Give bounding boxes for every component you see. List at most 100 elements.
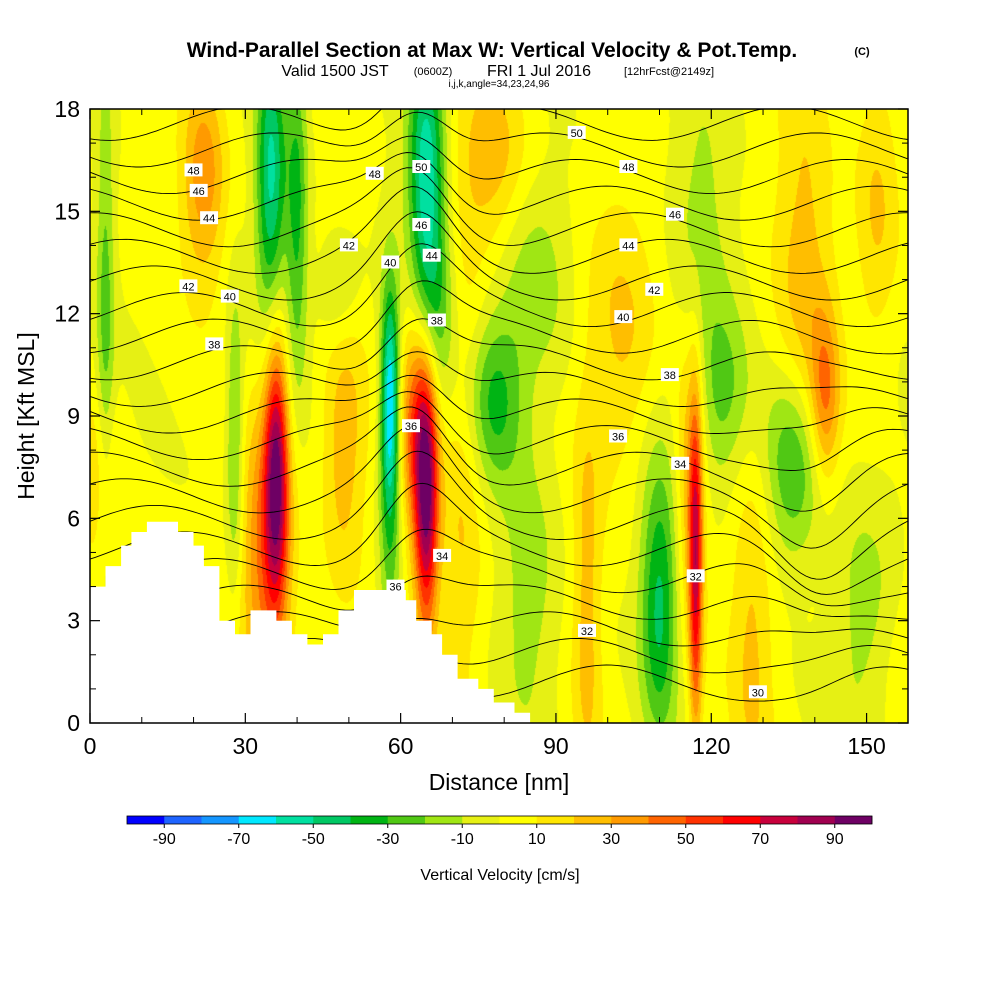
- y-tick-label: 0: [67, 710, 80, 736]
- theta-contour: [89, 152, 909, 221]
- colorbar-swatch: [164, 816, 202, 824]
- svg-text:38: 38: [664, 370, 676, 382]
- svg-text:50: 50: [571, 128, 583, 140]
- colorbar-tick-label: -10: [451, 831, 474, 848]
- colorbar-swatch: [313, 816, 351, 824]
- colorbar-tick-label: -50: [302, 831, 325, 848]
- vertical-velocity-field: [90, 109, 908, 723]
- svg-text:50: 50: [415, 162, 427, 174]
- y-tick-label: 12: [54, 301, 80, 327]
- contour-label: 40: [220, 289, 239, 304]
- contour-label: 36: [402, 419, 420, 433]
- svg-text:40: 40: [224, 292, 236, 304]
- contour-label: 44: [200, 211, 219, 225]
- colorbar-swatch: [611, 816, 649, 824]
- title-copyright-mark: (C): [854, 46, 870, 58]
- svg-text:32: 32: [581, 626, 593, 638]
- x-tick-label: 150: [847, 733, 885, 759]
- colorbar-tick-label: 30: [602, 831, 620, 848]
- colorbar-label: Vertical Velocity [cm/s]: [420, 867, 579, 884]
- colorbar-tick-label: -70: [227, 831, 250, 848]
- contour-label: 46: [189, 183, 208, 198]
- x-axis-label: Distance [nm]: [429, 769, 570, 795]
- contour-label: 38: [660, 368, 679, 382]
- svg-text:36: 36: [389, 582, 401, 594]
- theta-contour: [89, 167, 909, 248]
- colorbar-swatch: [499, 816, 538, 824]
- colorbar-swatch: [536, 816, 575, 824]
- contour-label: 42: [645, 282, 664, 297]
- x-tick-label: 30: [233, 733, 259, 759]
- y-axis-label: Height [Kft MSL]: [13, 332, 39, 499]
- theta-contour: [89, 374, 909, 434]
- theta-contour: [89, 425, 909, 549]
- colorbar-swatch: [350, 816, 389, 824]
- svg-text:42: 42: [182, 281, 194, 293]
- colorbar-swatch: [276, 816, 314, 824]
- x-axis: 0 30 60 90 120 150: [84, 109, 886, 759]
- colorbar-tick-label: -30: [376, 831, 399, 848]
- contour-label: 40: [381, 255, 400, 270]
- theta-contour: [90, 406, 909, 512]
- x-tick-label: 60: [388, 733, 414, 759]
- x-tick-label: 90: [543, 733, 569, 759]
- contour-label: 34: [671, 456, 690, 471]
- colorbar-tick-label: 70: [751, 831, 769, 848]
- svg-text:30: 30: [752, 687, 764, 699]
- contour-labels: 48 46 44 42 40 38 48 42 40 50 46 44 38 36 34 36 50 48 46 44…: [179, 125, 767, 699]
- contour-label: 50: [567, 125, 586, 140]
- svg-text:44: 44: [426, 251, 438, 263]
- colorbar-swatch: [685, 816, 724, 824]
- colorbar-swatch: [834, 816, 873, 824]
- svg-text:40: 40: [617, 312, 629, 324]
- theta-contour: [89, 575, 909, 620]
- theta-contour: [89, 135, 909, 195]
- contour-label: 32: [578, 623, 596, 638]
- svg-text:40: 40: [384, 258, 396, 270]
- colorbar-swatch: [425, 816, 463, 824]
- svg-text:48: 48: [369, 169, 381, 181]
- svg-text:44: 44: [203, 213, 215, 225]
- valid-date: FRI 1 Jul 2016: [487, 63, 591, 80]
- contour-label: 48: [619, 160, 638, 174]
- contour-label: 30: [748, 685, 767, 699]
- svg-text:46: 46: [669, 210, 681, 222]
- colorbar-tick-label: 90: [826, 831, 844, 848]
- svg-text:32: 32: [690, 571, 702, 583]
- contour-label: 42: [339, 238, 358, 252]
- colorbar-swatch: [574, 816, 612, 824]
- theta-contour: [89, 111, 909, 168]
- y-tick-label: 3: [67, 608, 80, 634]
- y-tick-label: 18: [54, 96, 80, 122]
- contour-label: 36: [386, 579, 405, 594]
- plot-area: 48 46 44 42 40 38 48 42 40 50 46 44 38 36 34 36 50 48 46 44…: [89, 108, 909, 724]
- theta-contour: [89, 528, 909, 607]
- contour-label: 44: [422, 248, 441, 263]
- svg-text:46: 46: [193, 186, 205, 198]
- contour-label: 36: [609, 429, 628, 444]
- colorbar-tick-label: 10: [528, 831, 546, 848]
- theta-contour: [89, 391, 909, 471]
- theta-contour: [89, 186, 909, 274]
- colorbar-tick-label: 50: [677, 831, 695, 848]
- terrain-mask: [90, 521, 531, 723]
- colorbar-swatch: [797, 816, 836, 824]
- x-tick-label: 0: [84, 733, 97, 759]
- svg-text:42: 42: [343, 240, 355, 252]
- theta-contour: [89, 351, 909, 407]
- svg-text:36: 36: [405, 421, 417, 433]
- valid-time: Valid 1500 JST: [281, 63, 389, 80]
- y-tick-label: 15: [54, 198, 80, 224]
- colorbar-swatch: [201, 816, 240, 824]
- svg-text:38: 38: [208, 339, 220, 351]
- valid-forecast: [12hrFcst@2149z]: [624, 66, 714, 78]
- contour-label: 50: [412, 160, 431, 174]
- theta-contour: [89, 280, 909, 355]
- contour-label: 38: [205, 337, 224, 351]
- grid-indices: i,j,k,angle=34,23,24,96: [449, 79, 550, 90]
- theta-contour: [89, 318, 909, 381]
- colorbar-swatch: [127, 816, 165, 824]
- svg-text:48: 48: [622, 162, 634, 174]
- colorbar-swatch: [760, 816, 798, 824]
